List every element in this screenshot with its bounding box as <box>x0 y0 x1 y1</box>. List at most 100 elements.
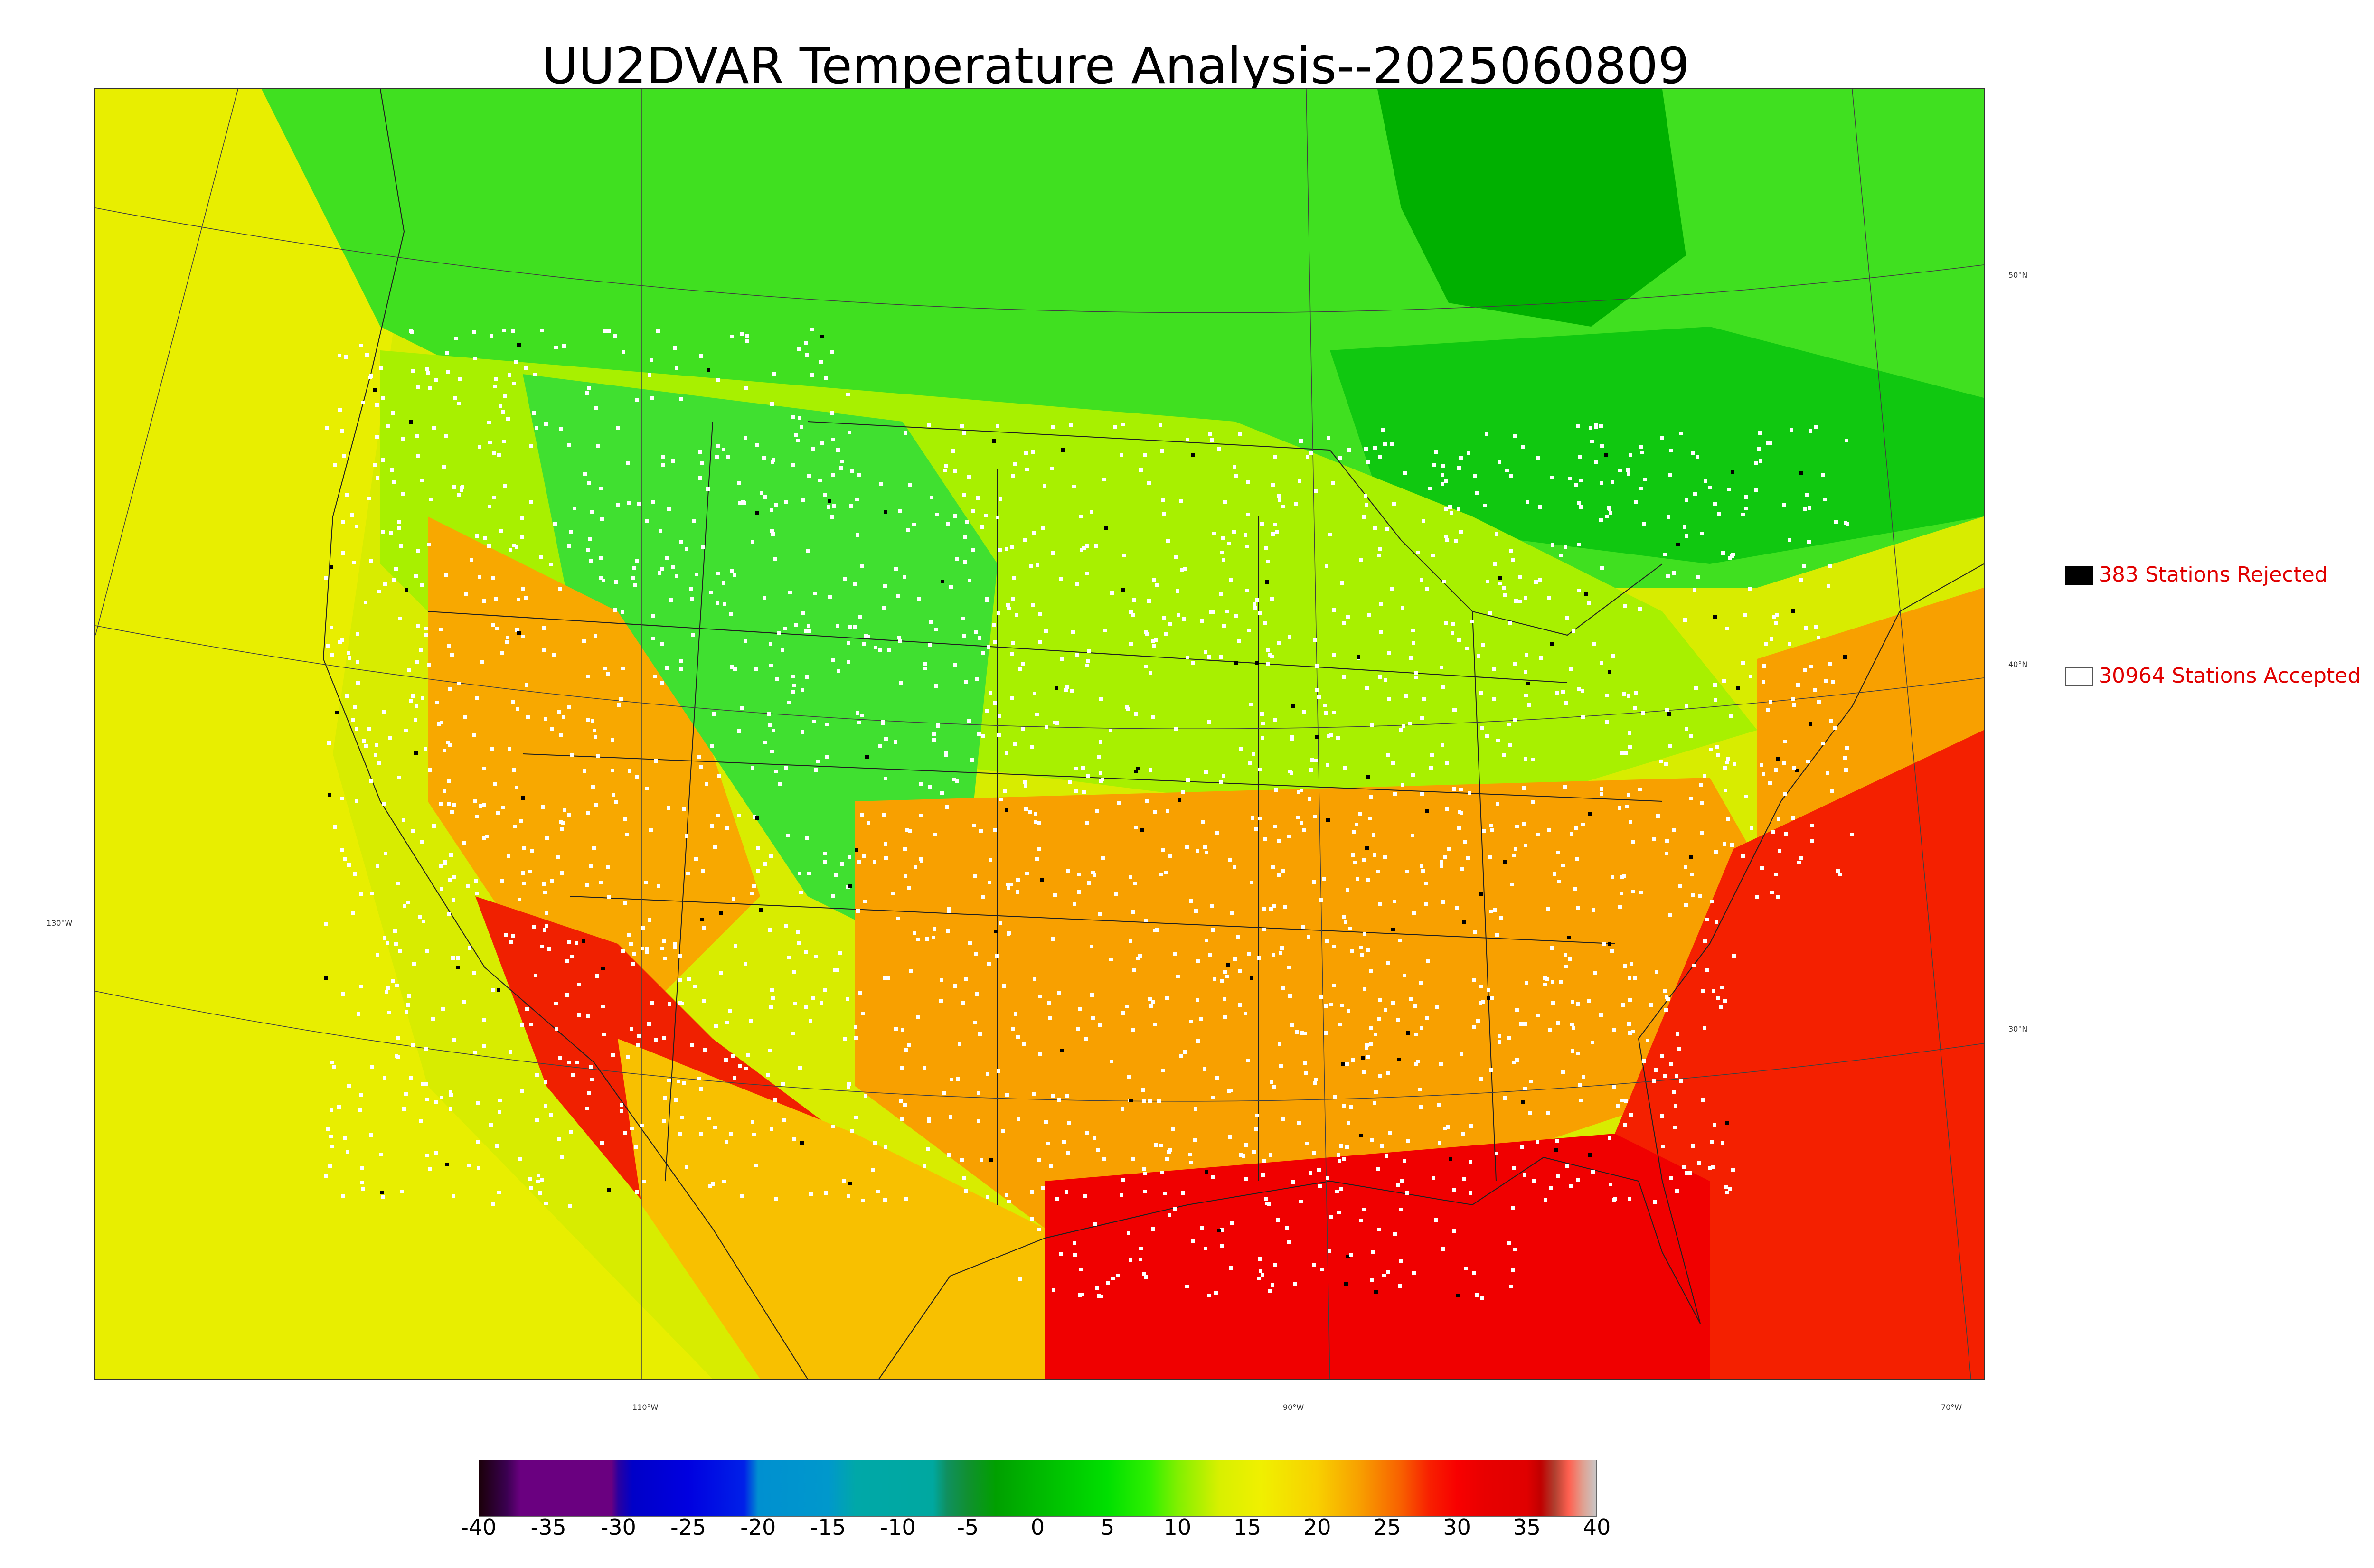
accepted-station <box>352 561 356 564</box>
accepted-station <box>355 727 358 731</box>
temperature-map[interactable] <box>94 88 1985 1380</box>
accepted-station <box>1266 560 1270 563</box>
accepted-station <box>1536 456 1540 460</box>
accepted-station <box>1611 480 1614 484</box>
accepted-station <box>986 1195 989 1199</box>
accepted-station <box>1705 968 1709 972</box>
accepted-station <box>848 625 852 629</box>
accepted-station <box>1723 999 1727 1003</box>
accepted-station <box>567 813 571 817</box>
accepted-station <box>1225 975 1229 978</box>
accepted-station <box>1147 481 1151 485</box>
accepted-station <box>1569 1184 1573 1188</box>
rejected-station <box>1191 453 1195 457</box>
accepted-station <box>1179 499 1183 503</box>
colorbar-tick-label: 0 <box>1030 1514 1045 1540</box>
accepted-station <box>1239 747 1243 751</box>
accepted-station <box>1551 980 1554 984</box>
accepted-station <box>884 737 888 741</box>
accepted-station <box>1005 547 1008 551</box>
accepted-station <box>1131 613 1135 617</box>
accepted-station <box>960 1158 964 1162</box>
accepted-station <box>365 353 369 357</box>
accepted-station <box>1426 959 1430 963</box>
accepted-station <box>1733 762 1736 766</box>
accepted-station <box>411 1043 415 1047</box>
accepted-station <box>517 598 520 601</box>
accepted-station <box>804 1005 808 1009</box>
accepted-station <box>1342 621 1346 625</box>
accepted-station <box>1127 1075 1131 1079</box>
accepted-station <box>1155 928 1159 932</box>
accepted-station <box>565 959 569 963</box>
accepted-station <box>774 770 778 773</box>
accepted-station <box>477 1166 480 1170</box>
accepted-station <box>999 921 1002 925</box>
accepted-station <box>1259 1269 1262 1273</box>
accepted-station <box>351 718 355 722</box>
accepted-station <box>673 346 677 350</box>
accepted-station <box>492 451 496 455</box>
accepted-station <box>1413 1004 1417 1008</box>
accepted-station <box>1511 1268 1515 1272</box>
accepted-station <box>1594 460 1598 464</box>
accepted-station <box>667 1079 671 1082</box>
accepted-station <box>1668 473 1672 477</box>
accepted-station <box>1565 616 1569 620</box>
accepted-station <box>1452 1229 1456 1233</box>
accepted-station <box>716 572 720 575</box>
accepted-station <box>1623 1123 1627 1127</box>
accepted-station <box>961 617 965 620</box>
accepted-station <box>771 532 775 536</box>
accepted-station <box>1575 857 1579 861</box>
accepted-station <box>1220 551 1224 554</box>
accepted-station <box>375 435 379 439</box>
accepted-station <box>330 653 334 657</box>
accepted-station <box>791 675 795 678</box>
accepted-station <box>971 509 975 513</box>
rejected-station <box>607 1188 611 1192</box>
accepted-station <box>374 753 377 757</box>
accepted-station <box>920 859 923 863</box>
lon-label-70w: 70°W <box>1941 1403 1962 1412</box>
accepted-station <box>376 953 379 957</box>
accepted-station <box>1273 1263 1277 1267</box>
accepted-station <box>1348 927 1352 930</box>
accepted-station <box>424 1082 428 1086</box>
accepted-station <box>585 391 589 395</box>
accepted-station <box>1025 468 1029 471</box>
accepted-station <box>1714 850 1718 854</box>
accepted-station <box>1079 1268 1083 1271</box>
accepted-station <box>473 357 477 360</box>
accepted-station <box>1713 502 1717 506</box>
accepted-station <box>467 1164 471 1167</box>
accepted-station <box>1759 459 1762 463</box>
accepted-station <box>1386 1071 1390 1075</box>
accepted-station <box>1222 774 1225 778</box>
accepted-station <box>1149 671 1152 675</box>
rejected-station <box>700 918 704 921</box>
accepted-station <box>1319 995 1323 999</box>
accepted-station <box>552 653 556 657</box>
accepted-station <box>1741 513 1745 516</box>
rejected-station <box>1315 735 1319 739</box>
accepted-station <box>1346 615 1350 619</box>
accepted-station <box>1385 527 1389 531</box>
accepted-station <box>623 817 627 821</box>
accepted-station <box>1790 428 1793 432</box>
accepted-station <box>825 723 829 726</box>
accepted-station <box>791 463 795 467</box>
accepted-station <box>1261 1173 1265 1177</box>
accepted-station <box>401 492 405 496</box>
accepted-station <box>627 501 631 505</box>
accepted-station <box>1565 1164 1569 1168</box>
accepted-station <box>755 443 759 447</box>
accepted-station <box>1392 502 1396 506</box>
accepted-station <box>370 1065 374 1069</box>
accepted-station <box>828 595 832 599</box>
accepted-station <box>1366 948 1370 952</box>
accepted-station <box>1805 493 1809 497</box>
accepted-station <box>1536 833 1540 836</box>
accepted-station <box>713 845 717 849</box>
accepted-station <box>871 1168 875 1172</box>
